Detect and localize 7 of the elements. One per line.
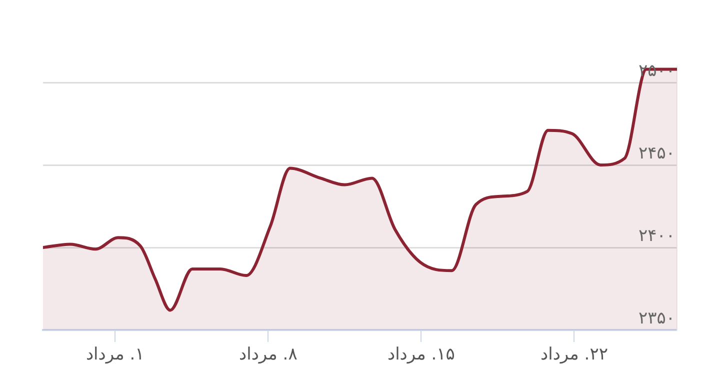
x-tick-label: ۸. مرداد bbox=[239, 344, 298, 364]
x-tick-label: ۲۲. مرداد bbox=[540, 344, 608, 364]
y-tick-label: ۲۳۵۰ bbox=[638, 308, 675, 328]
x-tick-label: ۱. مرداد bbox=[86, 344, 144, 364]
y-tick-label: ۲۴۵۰ bbox=[638, 143, 675, 164]
y-tick-label: ۲۴۰۰ bbox=[638, 226, 675, 246]
x-tick-label: ۱۵. مرداد bbox=[387, 344, 455, 364]
